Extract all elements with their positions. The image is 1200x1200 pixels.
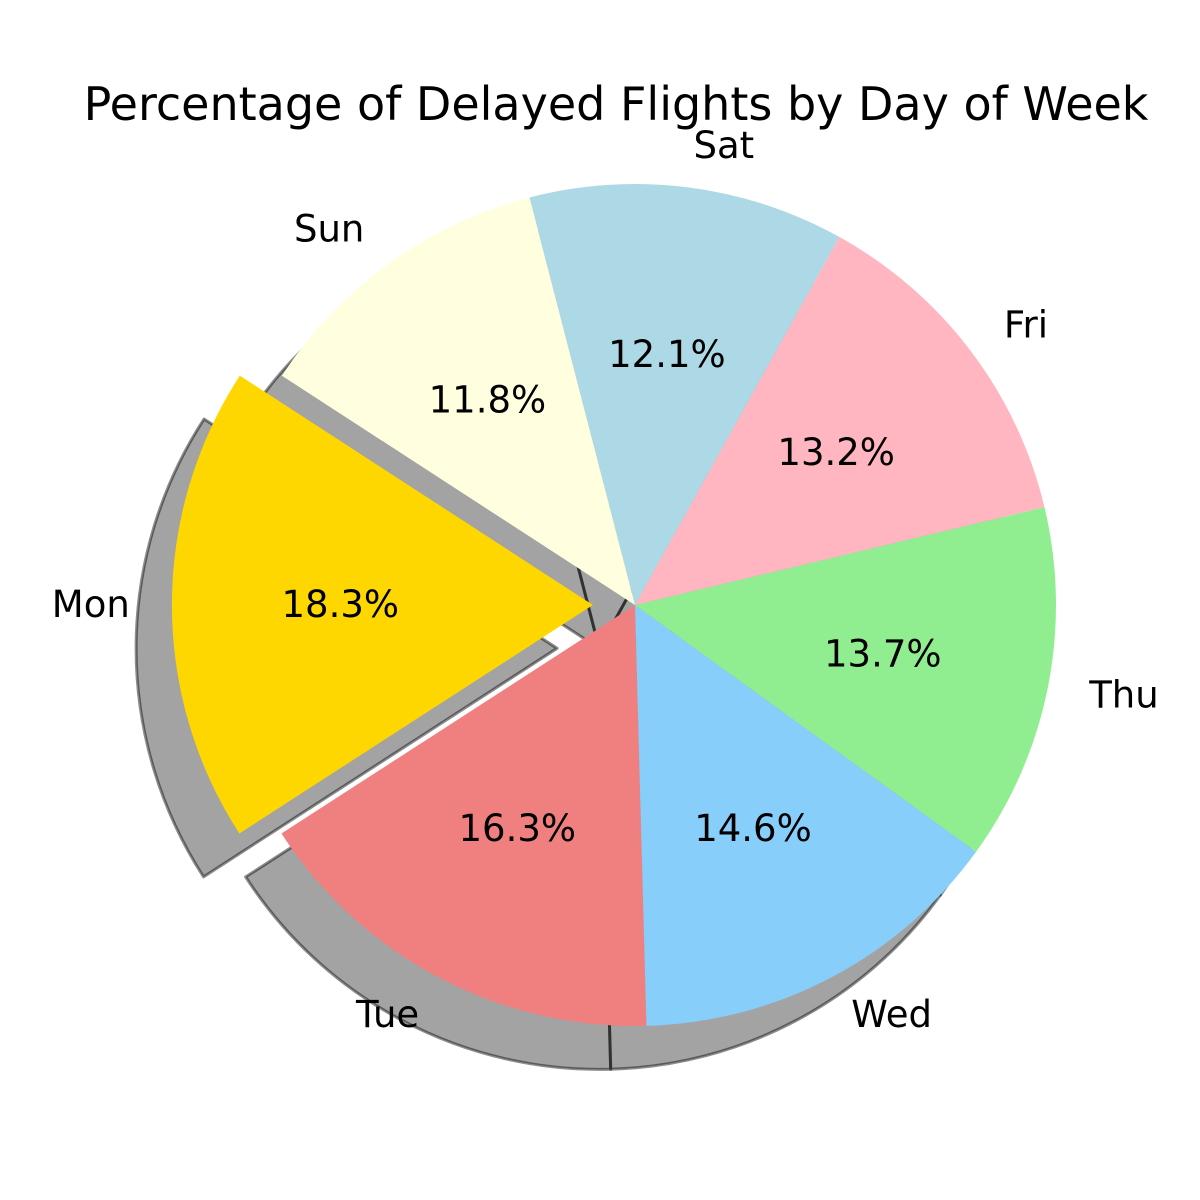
- label-layer: 18.3% Mon 16.3% Tue 14.6% Wed 13.7% Thu 13.2% Fri…: [52, 124, 1159, 1036]
- percent-label-fri: 13.2%: [777, 431, 895, 474]
- slice-layer: [171, 184, 1056, 1026]
- percent-label-mon: 18.3%: [282, 583, 400, 626]
- chart-title: Percentage of Delayed Flights by Day of …: [83, 77, 1149, 131]
- slice-sat: [529, 184, 840, 605]
- slice-tue: [281, 605, 647, 1026]
- category-label-tue: Tue: [355, 993, 419, 1036]
- category-label-sun: Sun: [294, 208, 364, 251]
- slice-mon: [171, 375, 593, 834]
- category-label-wed: Wed: [851, 993, 932, 1036]
- slice-sun: [281, 197, 635, 605]
- percent-label-sun: 11.8%: [429, 379, 547, 422]
- category-label-sat: Sat: [694, 124, 755, 167]
- category-label-fri: Fri: [1004, 304, 1048, 347]
- percent-label-sat: 12.1%: [608, 333, 726, 376]
- percent-label-tue: 16.3%: [459, 807, 577, 850]
- percent-label-thu: 13.7%: [824, 633, 942, 676]
- category-label-thu: Thu: [1088, 674, 1159, 717]
- slice-thu: [635, 507, 1056, 852]
- slice-fri: [635, 236, 1045, 605]
- percent-label-wed: 14.6%: [694, 807, 812, 850]
- category-label-mon: Mon: [52, 583, 130, 626]
- slice-wed: [635, 605, 977, 1026]
